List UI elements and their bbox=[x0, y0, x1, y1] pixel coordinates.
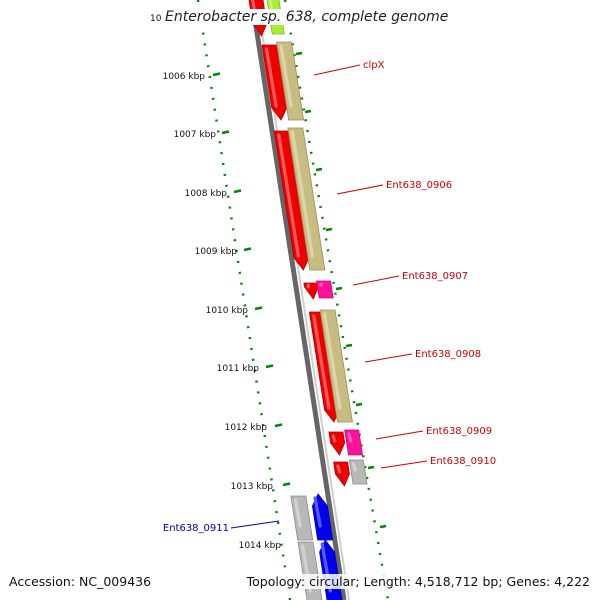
scale-tick-label-clipped: 10 bbox=[150, 14, 162, 24]
gene-label-leader bbox=[336, 184, 384, 195]
gene-label-leader bbox=[364, 353, 413, 363]
cds-feature[interactable] bbox=[276, 41, 305, 121]
accession-text: Accession: NC_009436 bbox=[9, 574, 152, 589]
cds-feature[interactable] bbox=[328, 431, 346, 456]
scale-tick-label: 1014 kbp bbox=[239, 541, 282, 551]
gene-label-leader bbox=[230, 520, 280, 529]
feature-tick bbox=[367, 465, 375, 470]
scale-tick-label: 1013 kbp bbox=[231, 482, 274, 492]
page-title: Enterobacter sp. 638, complete genome bbox=[163, 9, 451, 25]
dotted-guide-line bbox=[283, 0, 390, 600]
scale-tick bbox=[221, 130, 230, 135]
genome-summary-text: Topology: circular; Length: 4,518,712 bp… bbox=[246, 574, 590, 589]
scale-tick bbox=[243, 247, 252, 252]
cds-feature[interactable] bbox=[316, 280, 334, 299]
scale-tick bbox=[265, 364, 274, 369]
gene-label-leader bbox=[380, 460, 428, 469]
feature-tick bbox=[379, 524, 387, 529]
cds-feature[interactable] bbox=[273, 130, 310, 271]
genome-backbone bbox=[249, 0, 347, 600]
gene-label[interactable]: Ent638_0910 bbox=[430, 456, 496, 467]
scale-tick-label: 1012 kbp bbox=[225, 423, 268, 433]
feature-tick bbox=[295, 51, 303, 56]
cds-feature[interactable] bbox=[333, 461, 350, 487]
gene-label[interactable]: Ent638_0906 bbox=[386, 180, 452, 191]
cds-feature[interactable] bbox=[297, 541, 323, 600]
scale-tick-label: 1010 kbp bbox=[206, 306, 249, 316]
scale-tick bbox=[212, 72, 221, 77]
gene-label[interactable]: Ent638_0909 bbox=[426, 426, 492, 437]
scale-tick bbox=[274, 423, 283, 428]
gene-label-leader bbox=[313, 64, 361, 76]
gene-label[interactable]: Ent638_0908 bbox=[415, 349, 481, 360]
scale-tick-label: 1007 kbp bbox=[174, 130, 217, 140]
feature-tick bbox=[325, 227, 333, 232]
gene-label-leader bbox=[375, 430, 424, 440]
feature-tick bbox=[304, 109, 312, 114]
cds-feature-highlighted[interactable] bbox=[312, 493, 334, 541]
gene-label[interactable]: Ent638_0911 bbox=[163, 523, 229, 534]
scale-tick-label: 1006 kbp bbox=[163, 72, 206, 82]
gene-label[interactable]: Ent638_0907 bbox=[402, 271, 468, 282]
cds-feature[interactable] bbox=[319, 309, 353, 423]
scale-tick bbox=[282, 482, 291, 487]
gene-label[interactable]: clpX bbox=[363, 60, 385, 71]
cds-feature[interactable] bbox=[290, 495, 314, 541]
scale-tick-label: 1009 kbp bbox=[195, 247, 238, 257]
feature-tick bbox=[335, 286, 343, 291]
scale-tick bbox=[233, 189, 242, 194]
scale-tick-label: 1008 kbp bbox=[185, 189, 228, 199]
cds-feature[interactable] bbox=[261, 44, 288, 121]
cds-feature[interactable] bbox=[303, 282, 319, 300]
cds-feature[interactable] bbox=[344, 429, 363, 456]
scale-tick-label: 1011 kbp bbox=[217, 364, 260, 374]
feature-tick bbox=[315, 167, 323, 172]
feature-tick bbox=[345, 343, 353, 348]
feature-tick bbox=[355, 402, 363, 407]
cds-feature[interactable] bbox=[348, 459, 368, 485]
scale-tick bbox=[254, 306, 263, 311]
cds-feature[interactable] bbox=[287, 127, 326, 271]
gene-label-leader bbox=[352, 275, 400, 286]
